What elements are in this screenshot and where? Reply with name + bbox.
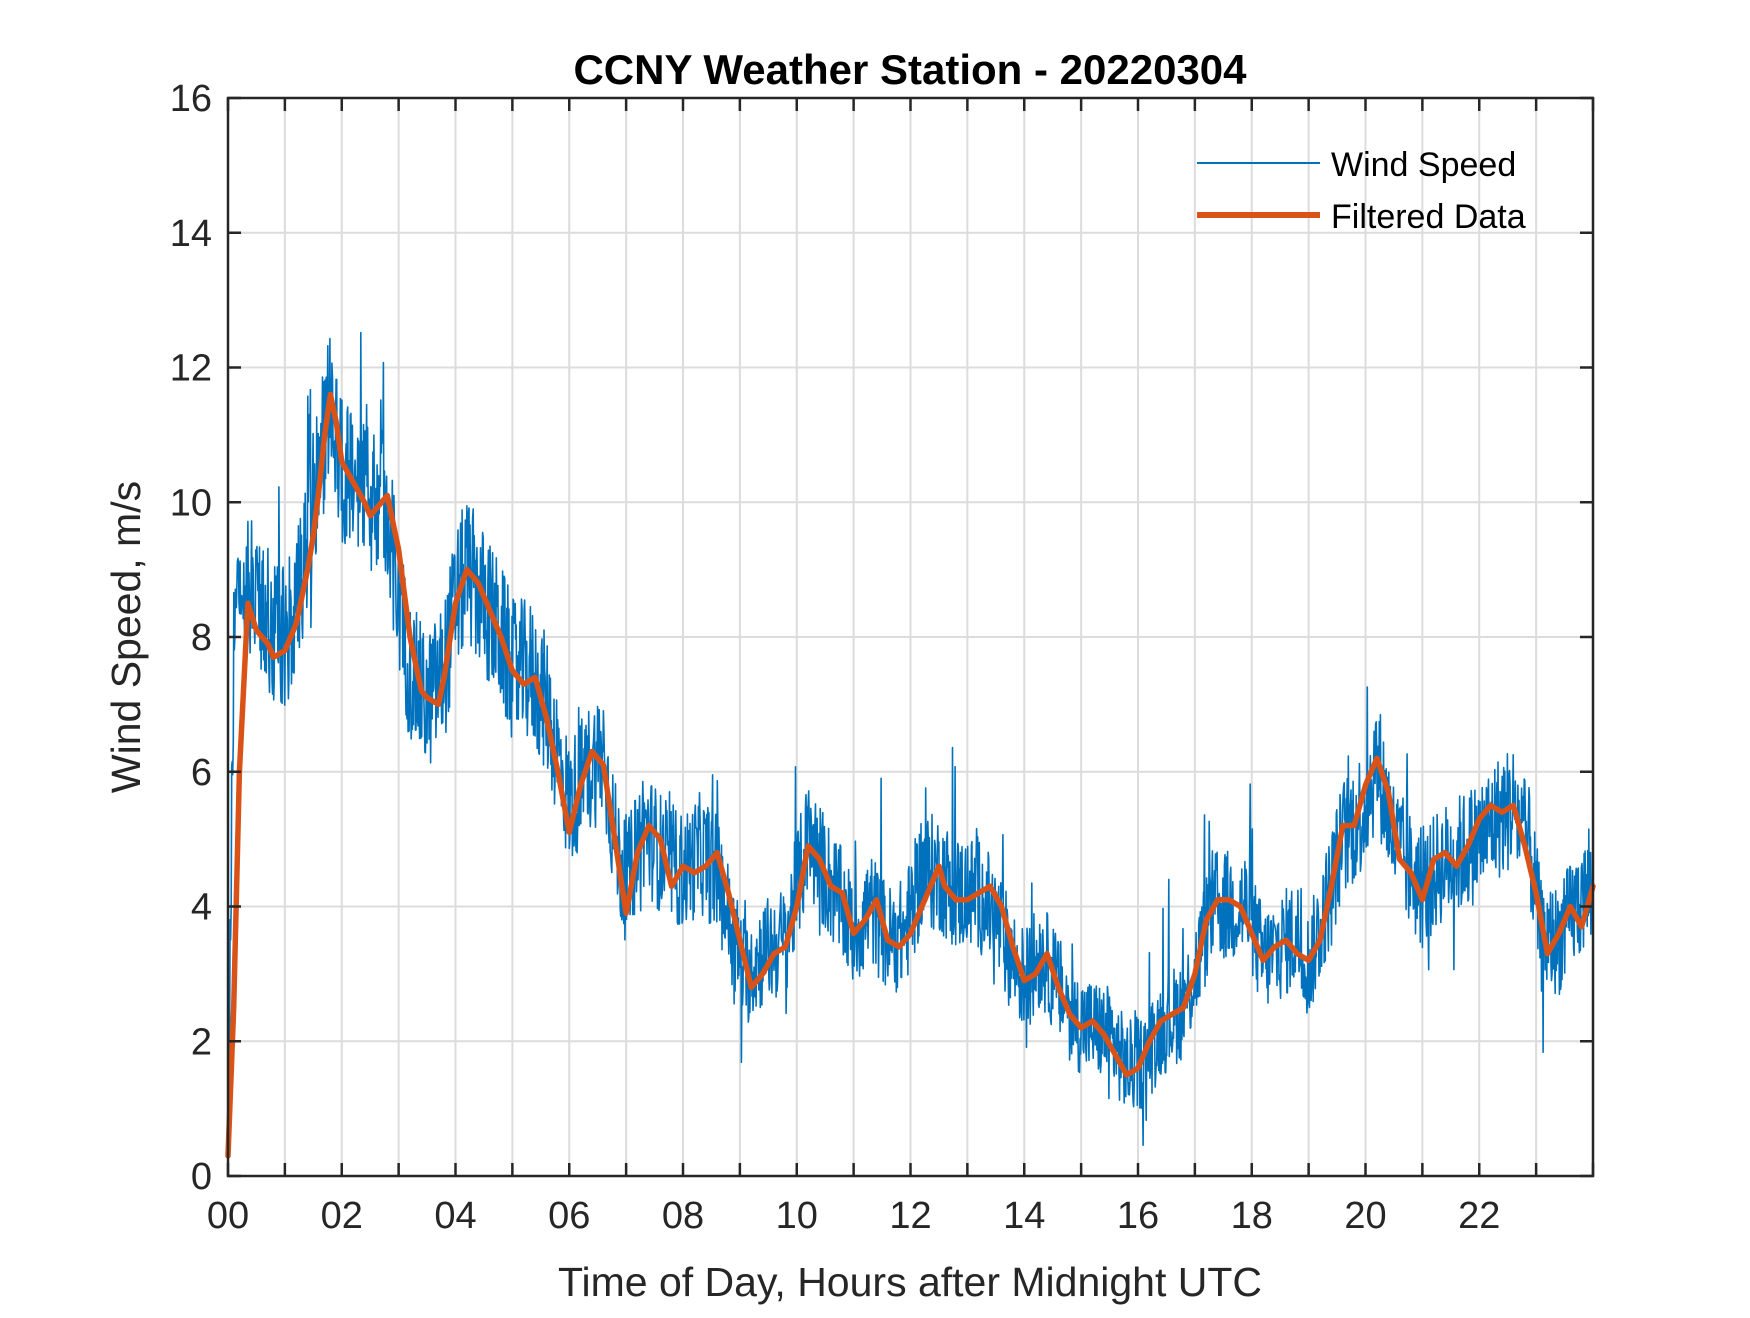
x-tick-label: 10 <box>776 1195 818 1237</box>
y-tick-label: 10 <box>170 482 212 524</box>
series-layer <box>225 331 1596 1159</box>
x-tick-label: 22 <box>1458 1195 1500 1237</box>
y-tick-label: 16 <box>170 78 212 120</box>
y-tick-label: 8 <box>191 617 212 659</box>
y-axis-label: Wind Speed, m/s <box>103 481 149 793</box>
x-tick-label: 14 <box>1003 1195 1045 1237</box>
x-tick-label: 06 <box>548 1195 590 1237</box>
legend: Wind Speed Filtered Data <box>1197 146 1526 236</box>
series-line-wind-speed <box>227 331 1594 1156</box>
x-tick-label: 04 <box>434 1195 476 1237</box>
legend-label-wind-speed: Wind Speed <box>1331 146 1516 184</box>
y-tick-label: 0 <box>191 1156 212 1198</box>
x-tick-label: 16 <box>1117 1195 1159 1237</box>
x-axis-label: Time of Day, Hours after Midnight UTC <box>558 1259 1262 1305</box>
y-tick-label: 12 <box>170 348 212 390</box>
x-tick-label: 08 <box>662 1195 704 1237</box>
x-tick-label: 00 <box>207 1195 249 1237</box>
y-tick-label: 4 <box>191 887 212 929</box>
chart-title: CCNY Weather Station - 20220304 <box>573 46 1247 93</box>
x-tick-label: 18 <box>1231 1195 1273 1237</box>
y-tick-label: 2 <box>191 1021 212 1063</box>
y-tick-label: 6 <box>191 752 212 794</box>
x-tick-label: 12 <box>889 1195 931 1237</box>
axis-ticks <box>226 96 1595 1178</box>
legend-label-filtered-data: Filtered Data <box>1331 198 1526 236</box>
series-line-filtered-data <box>225 391 1596 1159</box>
x-tick-label: 02 <box>321 1195 363 1237</box>
y-tick-label: 14 <box>170 213 212 255</box>
x-tick-label: 20 <box>1344 1195 1386 1237</box>
